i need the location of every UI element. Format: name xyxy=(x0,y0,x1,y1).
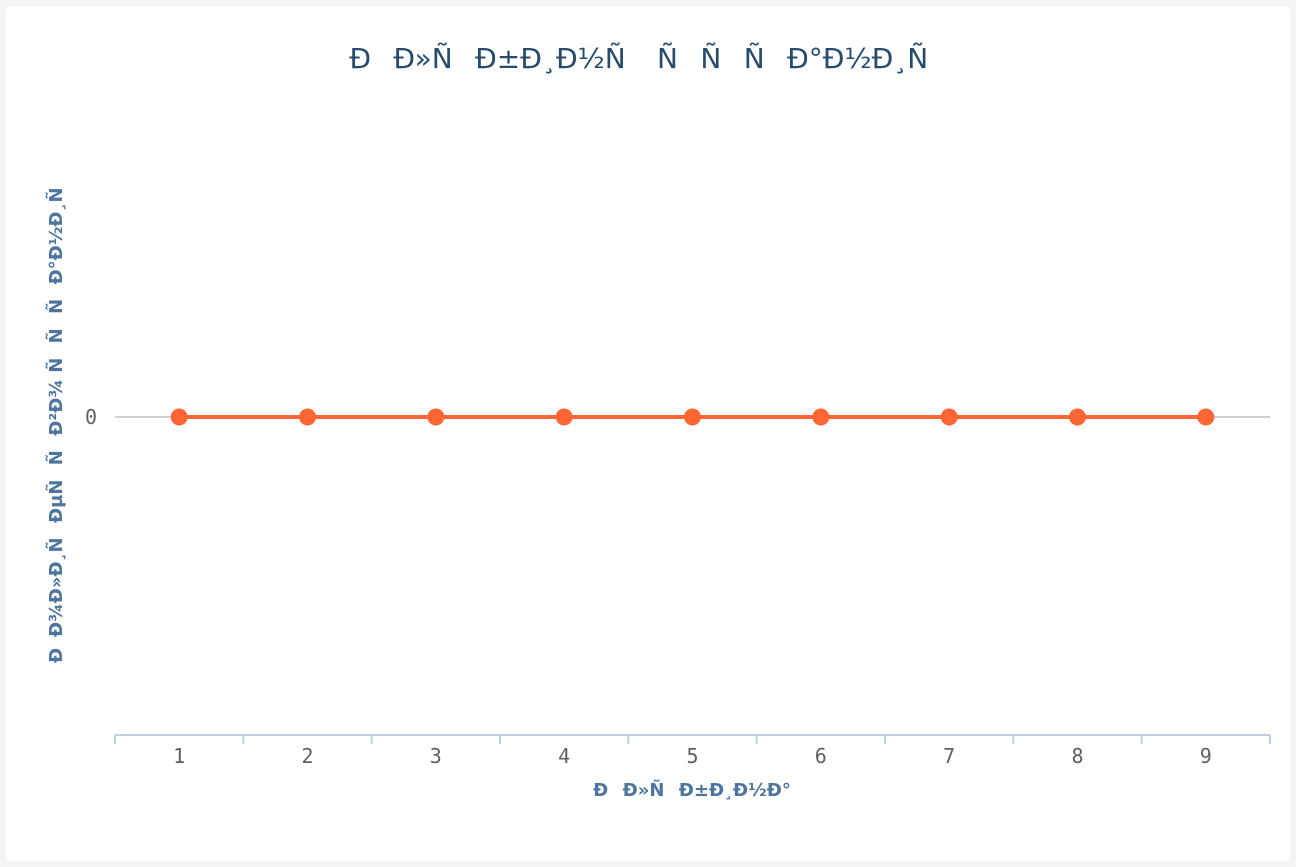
x-tick-label-7: 7 xyxy=(943,744,955,768)
x-axis-label: ÐÐ»ÑÐ±Ð¸Ð½Ð° xyxy=(593,778,791,801)
x-tick-label-4: 4 xyxy=(558,744,570,768)
chart-card xyxy=(6,6,1290,861)
data-point-1 xyxy=(170,408,188,426)
data-point-2 xyxy=(299,408,316,426)
chart-title: ÐÐ»ÑÐ±Ð¸Ð½Ñ ÑÑÑÐ°Ð½Ð¸Ñ xyxy=(349,42,950,75)
x-tick-label-8: 8 xyxy=(1071,744,1083,768)
x-tick-label-3: 3 xyxy=(430,744,442,768)
data-point-7 xyxy=(940,408,958,426)
x-tick-label-1: 1 xyxy=(173,744,185,768)
data-point-8 xyxy=(1069,408,1086,426)
y-axis-ticks: 0 xyxy=(85,405,97,429)
y-tick-label-0: 0 xyxy=(85,405,97,429)
data-point-3 xyxy=(427,408,445,426)
data-point-5 xyxy=(684,408,701,426)
data-point-9 xyxy=(1197,408,1215,426)
x-tick-label-6: 6 xyxy=(815,744,827,768)
series-layer xyxy=(170,408,1215,426)
data-point-6 xyxy=(812,408,830,426)
data-point-4 xyxy=(555,408,573,426)
x-tick-label-5: 5 xyxy=(686,744,698,768)
x-tick-label-2: 2 xyxy=(301,744,313,768)
x-tick-label-9: 9 xyxy=(1200,744,1212,768)
x-axis: 1 2 3 4 5 6 7 8 9 xyxy=(114,734,1271,768)
y-axis-label: ÐÐ¾Ð»Ð¸ÑÐµÑÑÐ²Ð¾ ÑÑÑÐ°Ð½Ð¸Ñ xyxy=(44,173,67,663)
